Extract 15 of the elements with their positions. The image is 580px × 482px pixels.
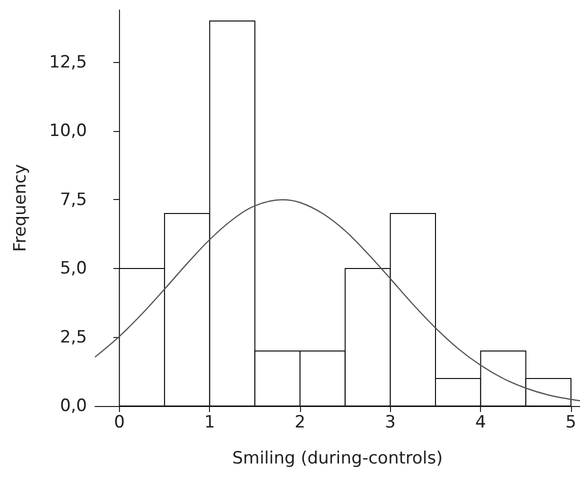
y-tick-label: 10,0 [49,121,87,141]
line-series [94,199,580,402]
x-axis-title: Smiling (during-controls) [232,448,443,468]
x-tick-label: 1 [204,412,216,432]
x-tick-label: 0 [114,412,125,432]
y-tick-label: 5,0 [60,258,87,278]
x-tick-label: 5 [566,412,576,432]
y-tick-label: 12,5 [49,52,87,72]
y-tick-label: 7,5 [60,190,87,210]
y-axis-title: Frequency [10,164,30,252]
y-tick-label: 0,0 [60,396,87,416]
x-tick-label: 3 [384,412,396,432]
x-tick-label: 2 [294,412,306,432]
x-tick-label: 4 [475,412,486,432]
y-tick-label: 2,5 [60,327,87,348]
